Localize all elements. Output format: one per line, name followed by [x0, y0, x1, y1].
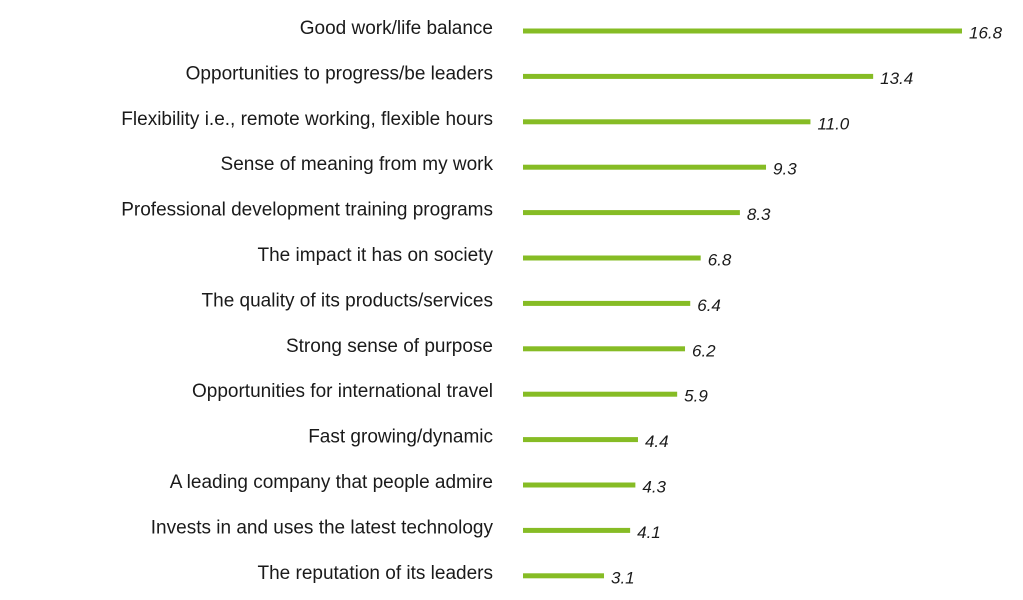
value-label: 8.3 [747, 205, 771, 224]
bar [523, 573, 605, 579]
bar [523, 437, 638, 443]
value-label: 11.0 [817, 114, 849, 133]
value-label: 4.1 [637, 523, 661, 542]
category-label: The reputation of its leaders [257, 563, 493, 584]
category-label: The quality of its products/services [202, 290, 493, 311]
bar [523, 346, 686, 352]
value-label: 5.9 [684, 387, 708, 406]
bar [523, 164, 767, 170]
category-label: Professional development training progra… [121, 200, 493, 221]
bar [523, 28, 962, 34]
value-label: 16.8 [969, 23, 1003, 42]
bar [523, 255, 701, 261]
bar [523, 119, 811, 125]
category-label: Fast growing/dynamic [308, 427, 493, 448]
category-label: A leading company that people admire [170, 472, 493, 493]
bar [523, 391, 678, 397]
category-label: Good work/life balance [300, 18, 493, 39]
category-label: Sense of meaning from my work [221, 154, 494, 175]
bar [523, 73, 874, 79]
value-label: 6.2 [692, 341, 716, 360]
value-label: 9.3 [773, 160, 797, 179]
category-label: Flexibility i.e., remote working, flexib… [121, 109, 493, 130]
value-label: 6.4 [697, 296, 721, 315]
category-label: Opportunities for international travel [192, 381, 493, 402]
value-label: 6.8 [708, 250, 732, 269]
value-label: 3.1 [611, 568, 635, 587]
bar [523, 527, 631, 533]
category-label: Strong sense of purpose [286, 336, 493, 357]
value-label: 4.4 [645, 432, 669, 451]
category-label: Opportunities to progress/be leaders [186, 63, 493, 84]
bar [523, 210, 740, 216]
bar [523, 300, 691, 306]
category-label: Invests in and uses the latest technolog… [151, 517, 494, 538]
category-label: The impact it has on society [258, 245, 494, 266]
value-label: 4.3 [642, 477, 666, 496]
value-label: 13.4 [880, 69, 913, 88]
bar [523, 482, 636, 488]
